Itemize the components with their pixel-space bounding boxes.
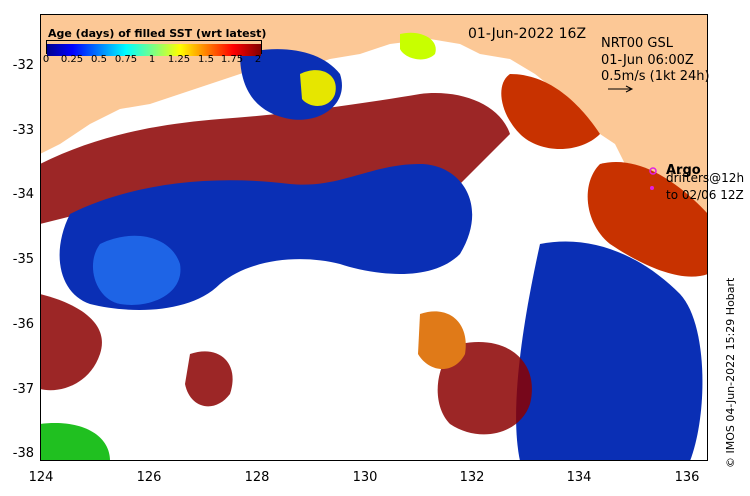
drifter-marker-icon <box>650 186 654 190</box>
map-plot <box>40 14 708 461</box>
colorbar-tick: 0 <box>42 54 50 65</box>
drifters-legend-label: drifters@12h <box>666 171 745 185</box>
map-frame <box>40 14 708 461</box>
credit-label: © IMOS 04-Jun-2022 15:29 Hobart <box>724 277 737 468</box>
lon-tick: 126 <box>136 470 162 485</box>
colorbar-tick: 1 <box>148 54 156 65</box>
lat-tick: -36 <box>12 317 34 332</box>
sst-age-field <box>40 32 708 461</box>
lon-tick: 128 <box>244 470 270 485</box>
drifters-legend-range: to 02/06 12Z <box>666 188 744 202</box>
lon-tick: 130 <box>352 470 378 485</box>
colorbar <box>46 40 262 56</box>
colorbar-tick: 0.5 <box>91 54 107 65</box>
lat-tick: -32 <box>12 58 34 73</box>
lon-tick: 124 <box>28 470 54 485</box>
colorbar-tick: 1.25 <box>167 54 191 65</box>
colorbar-title: Age (days) of filled SST (wrt latest) <box>48 27 267 40</box>
lon-tick: 134 <box>566 470 592 485</box>
argo-legend-label: Argo <box>666 163 701 178</box>
colorbar-tick: 0.75 <box>114 54 138 65</box>
lon-tick: 132 <box>459 470 485 485</box>
argo-marker-icon <box>649 167 657 175</box>
product-name: NRT00 GSL <box>601 36 673 51</box>
colorbar-tick: 1.75 <box>220 54 244 65</box>
lat-tick: -33 <box>12 123 34 138</box>
lat-tick: -35 <box>12 252 34 267</box>
vector-arrowhead <box>625 85 634 93</box>
land-australia <box>40 14 708 264</box>
lat-tick: -38 <box>12 446 34 461</box>
date-label: 01-Jun-2022 16Z <box>468 26 587 42</box>
colorbar-tick: 0.25 <box>60 54 84 65</box>
vector-scale-label: 0.5m/s (1kt 24h) <box>601 69 710 84</box>
colorbar-tick: 1.5 <box>198 54 214 65</box>
lat-tick: -34 <box>12 187 34 202</box>
product-time: 01-Jun 06:00Z <box>601 53 694 68</box>
lat-tick: -37 <box>12 382 34 397</box>
lon-tick: 136 <box>674 470 700 485</box>
sst-age-map <box>40 14 708 461</box>
colorbar-tick: 2 <box>254 54 262 65</box>
